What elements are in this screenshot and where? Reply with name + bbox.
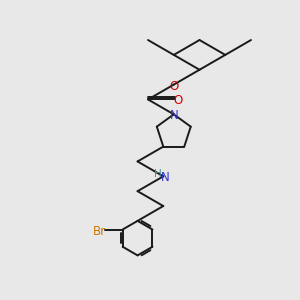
- Text: N: N: [161, 171, 170, 184]
- Text: O: O: [173, 94, 182, 107]
- Text: Br: Br: [93, 224, 106, 238]
- Text: N: N: [169, 109, 178, 122]
- Text: H: H: [154, 169, 162, 179]
- Text: O: O: [169, 80, 178, 93]
